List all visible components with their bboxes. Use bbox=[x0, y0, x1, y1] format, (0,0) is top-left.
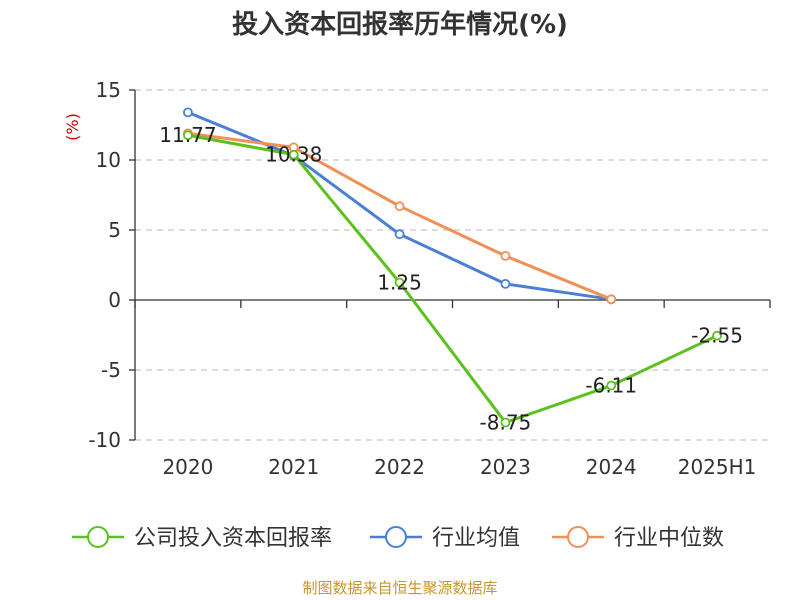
series-point bbox=[394, 201, 405, 212]
legend-swatch-marker bbox=[87, 526, 109, 548]
legend-item[interactable]: 行业均值 bbox=[370, 526, 520, 551]
y-tick-label: 5 bbox=[108, 218, 121, 242]
series-point bbox=[288, 149, 299, 160]
legend-item[interactable]: 行业中位数 bbox=[552, 526, 724, 551]
x-tick-label: 2021 bbox=[268, 455, 319, 479]
series-point bbox=[394, 229, 405, 240]
legend-swatch-marker bbox=[385, 526, 407, 548]
data-label: 11.77 bbox=[159, 123, 216, 147]
legend[interactable]: 公司投入资本回报率 行业均值 行业中位数 bbox=[72, 526, 724, 551]
series-point bbox=[606, 380, 617, 391]
chart-title: 投入资本回报率历年情况(%) bbox=[232, 9, 568, 40]
series-point bbox=[183, 107, 193, 118]
x-tick-label: 2022 bbox=[374, 455, 425, 479]
series-point bbox=[500, 250, 511, 261]
legend-label: 公司投入资本回报率 bbox=[134, 526, 332, 551]
legend-label: 行业中位数 bbox=[614, 526, 724, 551]
series-point bbox=[500, 417, 511, 428]
legend-swatch-marker bbox=[567, 526, 589, 548]
data-label: -6.11 bbox=[585, 374, 637, 398]
y-tick-label: 0 bbox=[108, 288, 121, 312]
y-tick-label: -10 bbox=[88, 428, 121, 452]
series-point bbox=[712, 330, 722, 341]
data-label: 1.25 bbox=[377, 271, 422, 295]
series-point bbox=[394, 277, 405, 288]
legend-item[interactable]: 公司投入资本回报率 bbox=[72, 526, 332, 551]
data-label: 10.38 bbox=[265, 143, 322, 167]
data-label: -2.55 bbox=[691, 324, 743, 348]
axes: 15 10 5 0 -5 -10 2020 2021 2022 2023 2024 2025H1 bbox=[88, 78, 771, 479]
y-tick-label: 10 bbox=[96, 148, 121, 172]
data-labels: 11.77 10.38 1.25 -8.75 -6.11 -2.55 bbox=[159, 123, 743, 434]
series-point bbox=[500, 278, 511, 289]
grid-lines bbox=[135, 89, 770, 441]
x-tick-label: 2023 bbox=[480, 455, 531, 479]
series-point bbox=[606, 294, 617, 305]
y-tick-label: -5 bbox=[101, 358, 121, 382]
series-point bbox=[183, 130, 193, 141]
series-lines bbox=[183, 107, 722, 428]
x-tick-label: 2024 bbox=[586, 455, 637, 479]
source-note: 制图数据来自恒生聚源数据库 bbox=[302, 579, 497, 597]
y-axis-unit-label: (%) bbox=[63, 113, 82, 141]
data-label: -8.75 bbox=[480, 411, 532, 435]
y-tick-label: 15 bbox=[96, 78, 121, 102]
legend-label: 行业均值 bbox=[432, 526, 520, 551]
x-tick-label: 2025H1 bbox=[678, 455, 757, 479]
x-tick-label: 2020 bbox=[162, 455, 213, 479]
series-line bbox=[187, 133, 718, 424]
